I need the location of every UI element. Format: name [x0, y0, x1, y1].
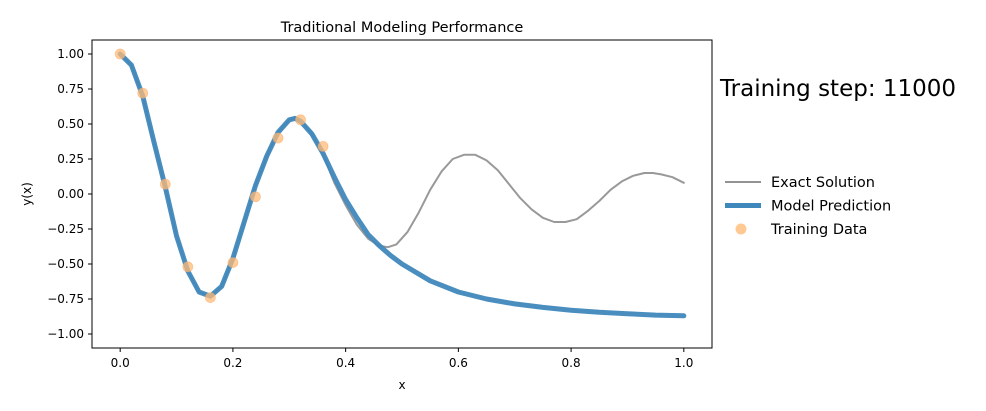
legend-label: Model Prediction — [771, 199, 891, 215]
legend: Exact Solution Model Prediction Training D… — [725, 175, 891, 238]
y-tick-label: −0.50 — [47, 257, 84, 271]
x-tick-label: 1.0 — [674, 356, 693, 370]
y-tick-label: −0.25 — [47, 222, 84, 236]
x-tick-label: 0.0 — [111, 356, 130, 370]
x-tick-label: 0.6 — [449, 356, 468, 370]
chart-title: Traditional Modeling Performance — [280, 20, 524, 36]
y-tick-label: 0.00 — [57, 187, 84, 201]
training-data-point — [137, 87, 149, 99]
y-tick-label: −1.00 — [47, 327, 84, 341]
training-data-point — [227, 257, 239, 269]
training-data-point — [250, 191, 261, 203]
training-data-point — [204, 292, 216, 304]
y-tick-label: 0.25 — [57, 152, 84, 166]
x-tick-label: 0.4 — [336, 356, 355, 370]
x-tick-label: 0.2 — [223, 356, 242, 370]
training-data-point — [159, 178, 171, 190]
series-layer — [114, 48, 687, 319]
y-tick-label: −0.75 — [47, 292, 84, 306]
legend-label: Training Data — [770, 222, 867, 238]
y-tick-label: 1.00 — [57, 47, 84, 61]
y-tick-label: 0.75 — [57, 82, 84, 96]
y-axis-label: y(x) — [20, 182, 34, 206]
training-data-point — [272, 132, 284, 144]
legend-swatch-training-data — [735, 223, 747, 235]
legend-label: Exact Solution — [771, 175, 875, 191]
x-tick-label: 0.8 — [562, 356, 581, 370]
y-tick-label: 0.50 — [57, 117, 84, 131]
y-axis: 1.00 0.75 0.50 0.25 0.00 −0.25 −0.50 −0.75 −1.00 — [47, 47, 92, 341]
plot-area — [92, 40, 712, 348]
training-step-annotation: Training step: 11000 — [719, 76, 956, 102]
training-data-point — [317, 140, 329, 152]
training-data-point — [295, 114, 306, 126]
training-data-point — [182, 261, 194, 273]
training-data-point — [114, 48, 126, 60]
x-axis-label: x — [398, 378, 405, 392]
x-axis: 0.0 0.2 0.4 0.6 0.8 1.0 — [111, 348, 693, 370]
